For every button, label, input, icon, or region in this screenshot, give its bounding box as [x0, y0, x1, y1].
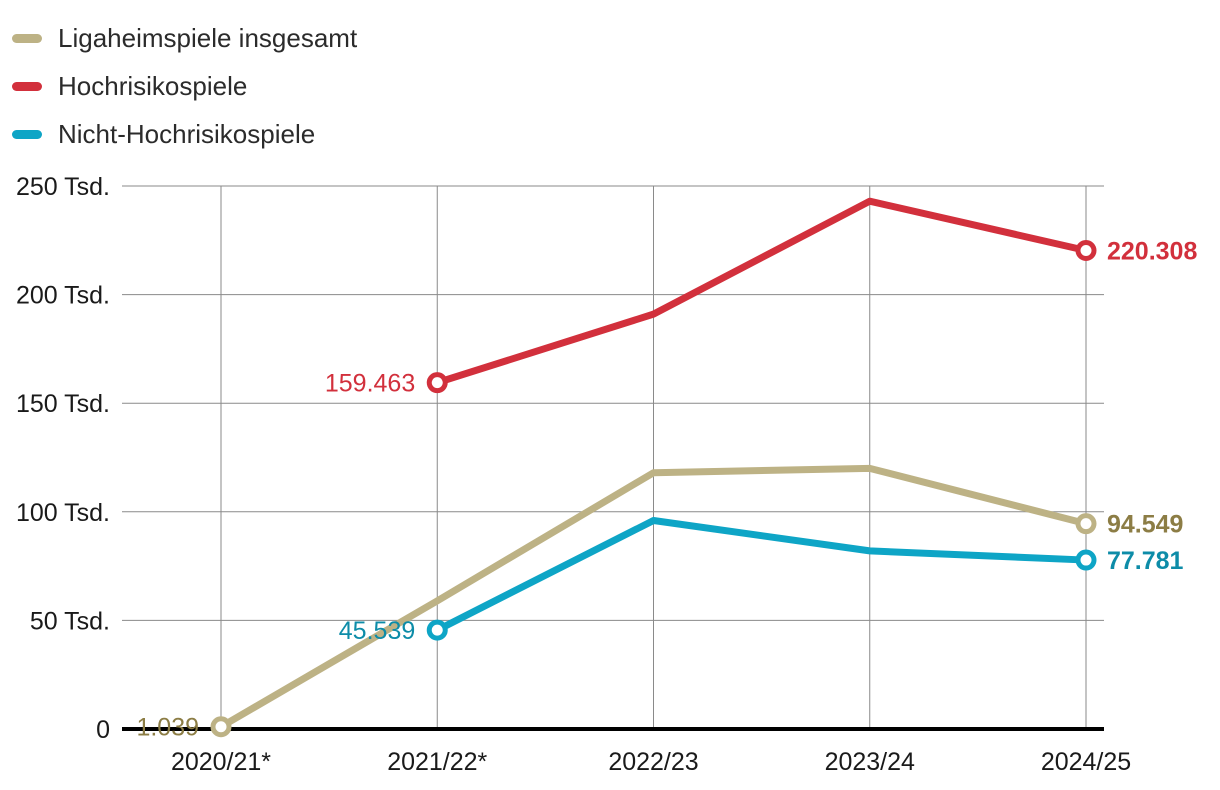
- x-tick-label: 2020/21*: [171, 748, 271, 776]
- legend-label-total: Ligaheimspiele insgesamt: [58, 22, 358, 53]
- x-tick-label: 2024/25: [1041, 748, 1131, 776]
- series-line: [433, 197, 1090, 387]
- data-point-marker: [1075, 239, 1097, 261]
- legend-swatch-total: [12, 33, 42, 43]
- y-tick-label: 50 Tsd.: [30, 607, 110, 635]
- end-value-label: 220.308: [1107, 237, 1197, 265]
- legend-item-non-high-risk: Nicht-Hochrisikospiele: [12, 110, 357, 158]
- series-line: [217, 464, 1090, 731]
- x-tick-label: 2022/23: [608, 748, 698, 776]
- series-line: [433, 516, 1090, 634]
- end-value-label: 94.549: [1107, 511, 1183, 539]
- data-point-marker: [210, 716, 232, 738]
- y-axis: 0 50 Tsd. 100 Tsd. 150 Tsd. 200 Tsd. 250 Tsd.: [16, 173, 110, 744]
- x-tick-label: 2021/22*: [387, 748, 487, 776]
- x-axis: 2020/21* 2021/22* 2022/23 2023/24 2024/25: [122, 727, 1131, 776]
- data-point-marker: [426, 619, 448, 641]
- legend-label-non-high-risk: Nicht-Hochrisikospiele: [58, 118, 316, 149]
- end-value-label: 77.781: [1107, 547, 1184, 575]
- start-value-label: 45.539: [339, 617, 415, 645]
- y-tick-label: 250 Tsd.: [16, 173, 110, 201]
- start-value-label: 1.039: [136, 714, 199, 742]
- data-point-marker: [426, 372, 448, 394]
- data-labels: 1.039 94.549 159.463 220.308 45.539 77.781: [136, 237, 1197, 741]
- legend-item-total: Ligaheimspiele insgesamt: [12, 14, 357, 62]
- start-value-label: 159.463: [325, 370, 415, 398]
- grid-lines: [122, 185, 1104, 729]
- series-lines: [210, 197, 1097, 738]
- chart-legend: Ligaheimspiele insgesamt Hochrisikospiel…: [12, 14, 357, 158]
- y-tick-label: 200 Tsd.: [16, 282, 110, 310]
- y-tick-label: 150 Tsd.: [16, 390, 110, 418]
- y-tick-label: 100 Tsd.: [16, 499, 110, 527]
- legend-item-high-risk: Hochrisikospiele: [12, 62, 357, 110]
- data-point-marker: [1075, 549, 1097, 571]
- y-tick-label: 0: [96, 716, 110, 744]
- legend-swatch-non-high-risk: [12, 129, 42, 139]
- legend-label-high-risk: Hochrisikospiele: [58, 70, 248, 101]
- legend-swatch-high-risk: [12, 81, 42, 91]
- x-tick-label: 2023/24: [825, 748, 915, 776]
- data-point-marker: [1075, 513, 1097, 535]
